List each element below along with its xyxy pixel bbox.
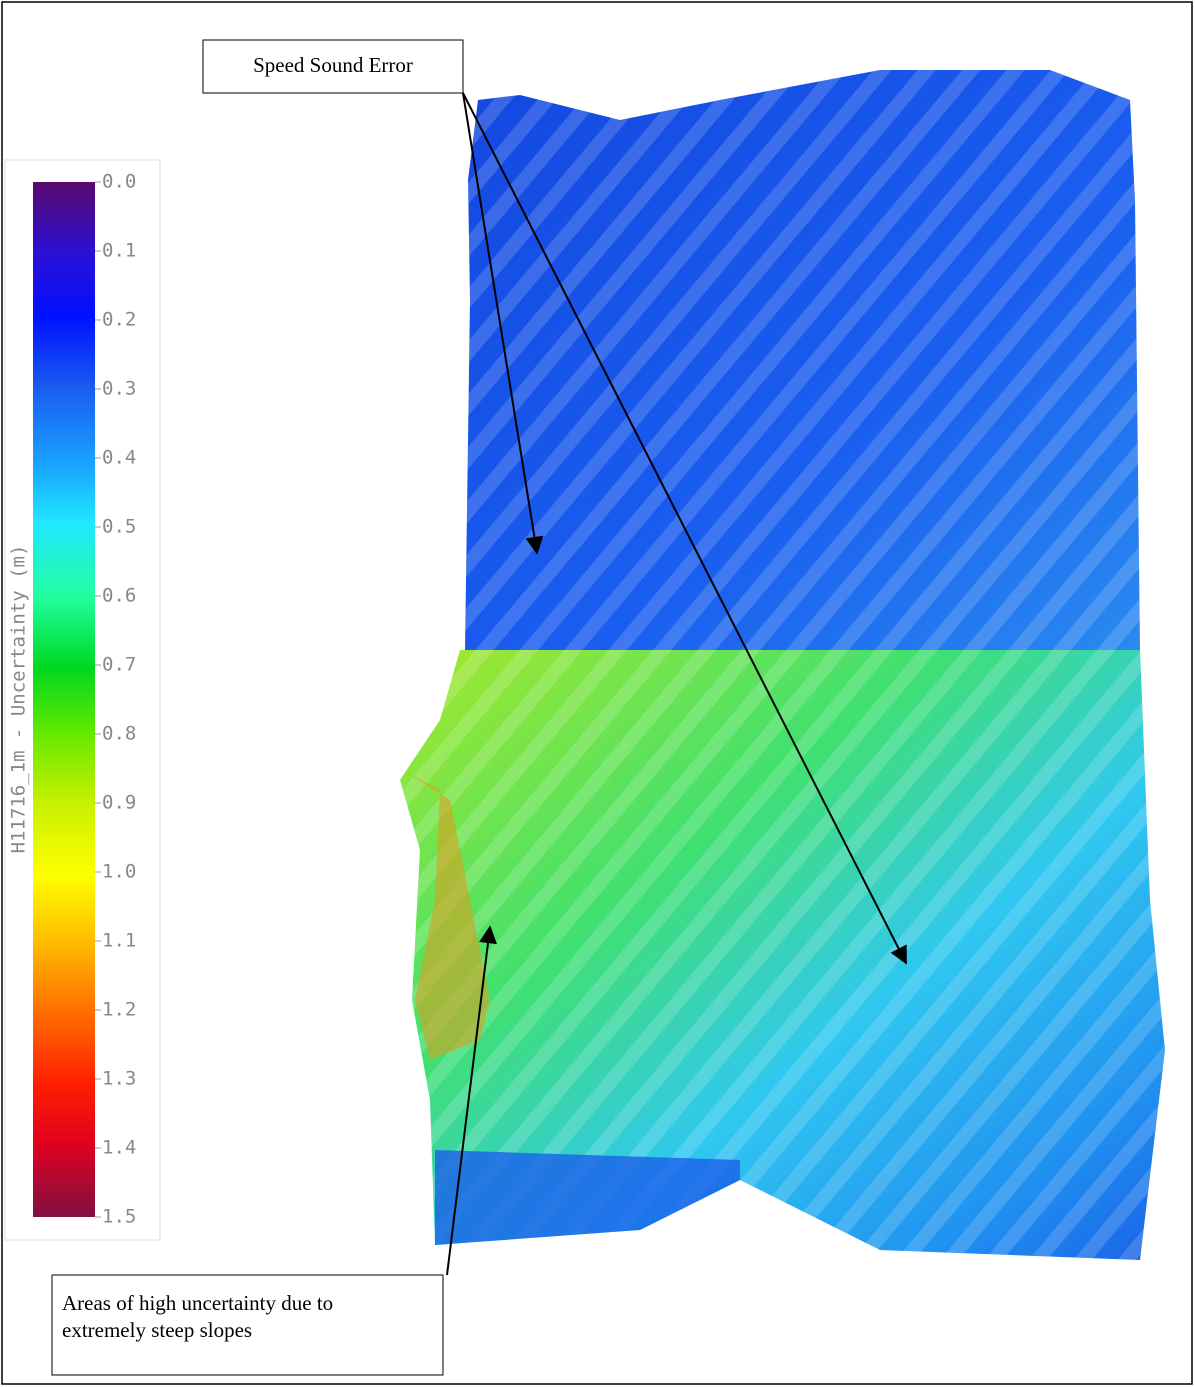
tick-label: 1.5 — [102, 1206, 136, 1228]
tick-label: 1.2 — [102, 999, 136, 1021]
survey-map — [400, 70, 1165, 1260]
color-scale — [33, 182, 95, 1217]
colorbar-label: H11716_1m - Uncertainty (m) — [8, 545, 30, 854]
callout-text: Speed Sound Error — [253, 53, 413, 77]
figure: H11716_1m - Uncertainty (m) 0.0 0.1 0.2 0.3… — [0, 0, 1195, 1387]
tick-label: 1.1 — [102, 930, 136, 952]
tick-label: 0.4 — [102, 447, 136, 469]
tick-label: 1.0 — [102, 861, 136, 883]
tick-label: 0.9 — [102, 792, 136, 814]
colorbar: H11716_1m - Uncertainty (m) 0.0 0.1 0.2 0.3… — [5, 160, 160, 1240]
tick-label: 0.5 — [102, 516, 136, 538]
tick-label: 1.4 — [102, 1137, 136, 1159]
tick-label: 1.3 — [102, 1068, 136, 1090]
tick-label: 0.3 — [102, 378, 136, 400]
tick-label: 0.8 — [102, 723, 136, 745]
tick-label: 0.1 — [102, 240, 136, 262]
tick-label: 0.7 — [102, 654, 136, 676]
tick-label: 0.6 — [102, 585, 136, 607]
tick-label: 0.0 — [102, 171, 136, 193]
tick-label: 0.2 — [102, 309, 136, 331]
page: H11716_1m - Uncertainty (m) 0.0 0.1 0.2 0.3… — [0, 0, 1195, 1387]
callout-text-box: Areas of high uncertainty due to extreme… — [62, 1290, 437, 1370]
callout-text: Areas of high uncertainty due to extreme… — [62, 1290, 392, 1344]
